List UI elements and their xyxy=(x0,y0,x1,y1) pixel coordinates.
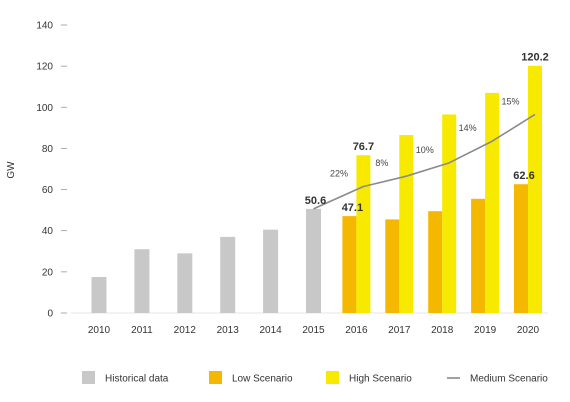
legend-label-2: High Scenario xyxy=(349,374,412,385)
legend-label-0: Historical data xyxy=(105,374,169,385)
x-tick-label: 2017 xyxy=(388,325,411,336)
data-label-2020: 62.6 xyxy=(513,170,534,182)
x-tick-label: 2018 xyxy=(431,325,454,336)
bar-low-2017 xyxy=(385,219,400,313)
growth-label-2019: 14% xyxy=(459,123,477,133)
y-tick-label: 40 xyxy=(42,226,54,237)
data-label-2020: 120.2 xyxy=(521,52,549,64)
legend-swatch-0 xyxy=(82,371,95,384)
data-label-2016: 76.7 xyxy=(353,141,374,153)
bar-high-2020 xyxy=(528,65,542,313)
line-medium-scenario xyxy=(313,113,536,210)
bar-high-2016 xyxy=(356,155,371,313)
x-tick-label: 2013 xyxy=(217,325,240,336)
x-tick-label: 2014 xyxy=(259,325,282,336)
bar-high-2017 xyxy=(399,135,414,313)
y-tick-label: 120 xyxy=(36,62,53,73)
legend-label-3: Medium Scenario xyxy=(470,374,548,385)
x-tick-label: 2019 xyxy=(474,325,497,336)
bar-historical-2011 xyxy=(134,249,150,313)
x-tick-label: 2012 xyxy=(174,325,197,336)
y-tick-label: 80 xyxy=(42,144,54,155)
growth-label-2020: 15% xyxy=(502,96,520,106)
x-tick-label: 2016 xyxy=(345,325,368,336)
bar-low-2016 xyxy=(342,216,357,313)
bar-historical-2015 xyxy=(306,208,321,313)
x-tick-label: 2015 xyxy=(302,325,325,336)
y-tick-label: 140 xyxy=(36,21,53,32)
growth-label-2016: 22% xyxy=(330,168,348,178)
growth-label-2017: 8% xyxy=(375,158,388,168)
bar-low-2020 xyxy=(514,184,528,313)
y-axis-title: GW xyxy=(6,161,17,179)
bar-historical-2013 xyxy=(220,236,236,313)
data-label-2015: 50.6 xyxy=(305,195,326,207)
y-tick-label: 20 xyxy=(42,267,54,278)
x-tick-label: 2010 xyxy=(88,325,111,336)
legend-swatch-2 xyxy=(326,371,339,384)
data-label-2016: 47.1 xyxy=(342,202,363,214)
x-tick-label: 2020 xyxy=(517,325,540,336)
growth-label-2018: 10% xyxy=(416,145,434,155)
bar-historical-2010 xyxy=(91,277,107,313)
bar-low-2019 xyxy=(471,198,486,313)
bar-high-2018 xyxy=(442,114,457,313)
y-tick-label: 0 xyxy=(47,309,53,320)
bar-low-2018 xyxy=(428,211,443,313)
y-tick-label: 60 xyxy=(42,185,54,196)
legend-label-1: Low Scenario xyxy=(232,374,293,385)
bar-historical-2012 xyxy=(177,253,193,313)
bar-historical-2014 xyxy=(263,229,279,313)
bar-high-2019 xyxy=(485,92,500,313)
x-tick-label: 2011 xyxy=(131,325,153,336)
legend-swatch-1 xyxy=(209,371,222,384)
y-tick-label: 100 xyxy=(36,103,53,114)
